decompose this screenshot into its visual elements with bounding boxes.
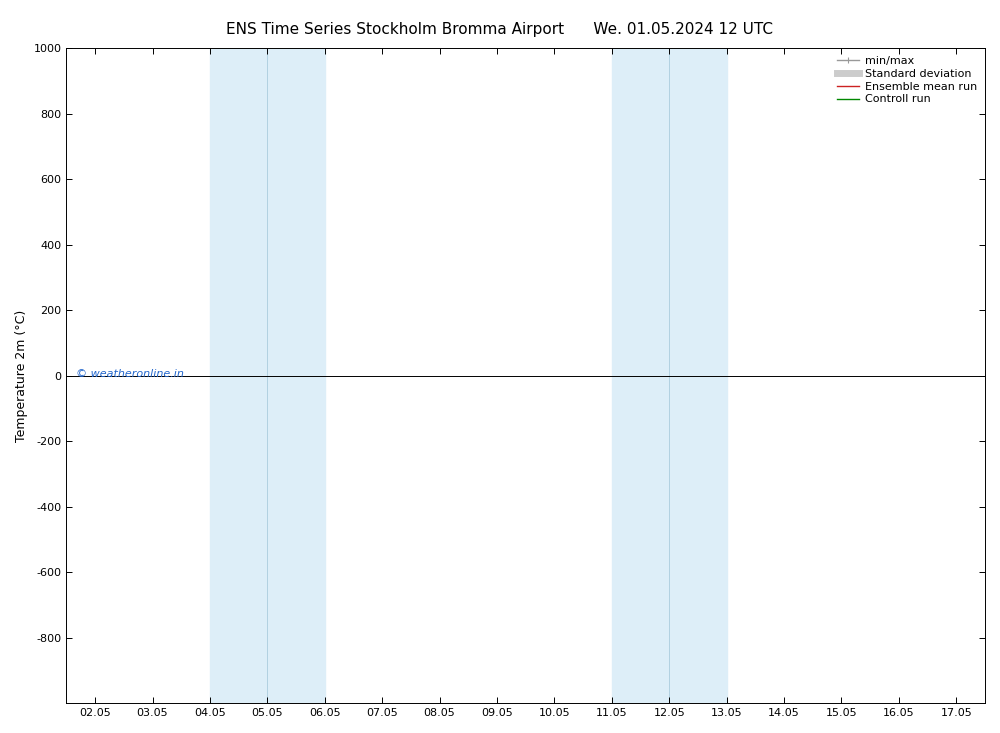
Bar xyxy=(210,48,267,703)
Y-axis label: Temperature 2m (°C): Temperature 2m (°C) xyxy=(15,309,28,442)
Text: © weatheronline.in: © weatheronline.in xyxy=(76,369,183,379)
Bar xyxy=(669,48,727,703)
Bar xyxy=(267,48,325,703)
Legend: min/max, Standard deviation, Ensemble mean run, Controll run: min/max, Standard deviation, Ensemble me… xyxy=(833,51,982,109)
Text: ENS Time Series Stockholm Bromma Airport      We. 01.05.2024 12 UTC: ENS Time Series Stockholm Bromma Airport… xyxy=(226,22,774,37)
Bar xyxy=(612,48,669,703)
